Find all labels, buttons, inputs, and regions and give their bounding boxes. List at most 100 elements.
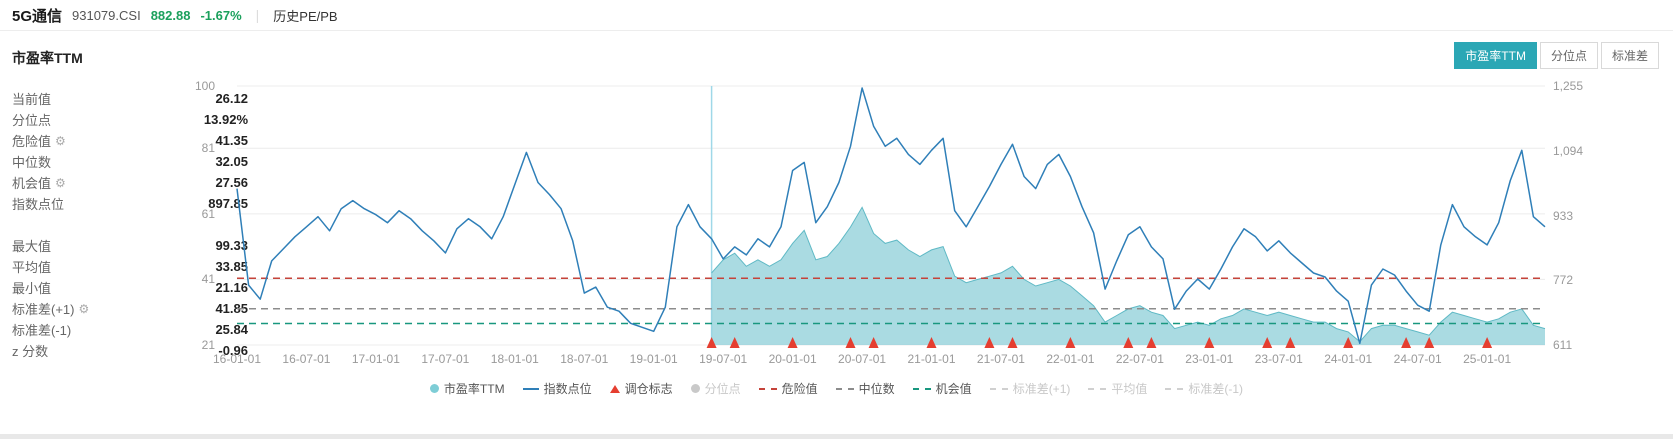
legend-label: 调仓标志 xyxy=(624,382,673,396)
legend-label: 市盈率TTM xyxy=(443,382,505,396)
rebalance-marker-icon xyxy=(845,337,856,348)
stat-row: 最小值 21.16 xyxy=(12,277,248,298)
y-axis-left-tick: 81 xyxy=(201,141,215,156)
x-axis-tick: 18-01-01 xyxy=(490,352,539,366)
stats-panel: 当前值 26.12 分位点 13.92% 危险值 ⚙ 41.35 中位数 32.05 机会值 ⚙ 27… xyxy=(12,88,248,361)
rebalance-marker-icon xyxy=(787,337,798,348)
stat-value: 41.85 xyxy=(215,301,248,316)
y-axis-left-tick: 61 xyxy=(201,206,215,221)
rebalance-marker-icon xyxy=(984,337,995,348)
legend-item[interactable]: 标准差(-1) xyxy=(1165,380,1243,397)
pe-ttm-area xyxy=(711,207,1545,345)
stat-row: 平均值 33.85 xyxy=(12,256,248,277)
triangle-icon xyxy=(609,384,620,393)
stat-row: 分位点 13.92% xyxy=(12,109,248,130)
stat-value: -0.96 xyxy=(218,343,248,358)
legend-item[interactable]: 分位点 xyxy=(690,380,741,397)
chart-legend: 市盈率TTM 指数点位 调仓标志 分位点 危险值 中位数 机会值 标准差(+1) 平均值 标准差(… xyxy=(0,380,1673,397)
rebalance-marker-icon xyxy=(1343,337,1354,348)
y-axis-left-tick: 100 xyxy=(194,79,215,93)
menu-history-pe-pb[interactable]: 历史PE/PB xyxy=(273,8,338,24)
tab-3[interactable]: 标准差 xyxy=(1600,42,1659,69)
x-axis-tick: 20-01-01 xyxy=(768,352,817,366)
pe-chart-svg xyxy=(236,85,1546,348)
stat-value: 99.33 xyxy=(215,238,248,253)
tab-1[interactable]: 市盈率TTM xyxy=(1454,42,1537,69)
stat-value: 25.84 xyxy=(215,322,248,337)
dash-icon xyxy=(1165,387,1184,390)
x-axis-tick: 25-01-01 xyxy=(1463,352,1512,366)
y-axis-right-tick: 1,255 xyxy=(1553,79,1584,93)
rebalance-marker-icon xyxy=(1424,337,1435,348)
x-axis-tick: 16-01-01 xyxy=(212,352,262,366)
stat-label: 指数点位 xyxy=(12,197,65,212)
legend-item[interactable]: 机会值 xyxy=(912,380,972,397)
rebalance-marker-icon xyxy=(1204,337,1215,348)
section-title: 市盈率TTM xyxy=(12,50,83,66)
stat-row: 标准差(-1) 25.84 xyxy=(12,319,248,340)
x-axis-tick: 22-01-01 xyxy=(1046,352,1095,366)
legend-item[interactable]: 标准差(+1) xyxy=(989,380,1071,397)
legend-label: 机会值 xyxy=(935,382,972,396)
y-axis-right-tick: 1,094 xyxy=(1553,143,1584,158)
circle-icon xyxy=(690,384,700,393)
stat-row: 中位数 32.05 xyxy=(12,151,248,172)
stat-row: 标准差(+1) ⚙ 41.85 xyxy=(12,298,248,319)
stat-label: 最小值 xyxy=(12,281,52,296)
tab-2[interactable]: 分位点 xyxy=(1539,42,1598,69)
stat-value: 41.35 xyxy=(215,133,248,148)
legend-label: 平均值 xyxy=(1111,382,1148,396)
y-axis-left-tick: 41 xyxy=(201,272,215,287)
x-axis-tick: 19-01-01 xyxy=(629,352,678,366)
x-axis-tick: 17-07-01 xyxy=(421,352,470,366)
dash-icon xyxy=(1088,387,1107,390)
stat-value: 27.56 xyxy=(215,175,248,190)
stats-group-historical: 最大值 99.33 平均值 33.85 最小值 21.16 标准差(+1) ⚙ 41.85 标准差… xyxy=(12,235,248,361)
x-axis-tick: 21-01-01 xyxy=(907,352,956,366)
x-axis-tick: 17-01-01 xyxy=(351,352,400,366)
legend-item[interactable]: 平均值 xyxy=(1088,380,1147,397)
gear-icon[interactable]: ⚙ xyxy=(78,301,90,316)
legend-item[interactable]: 调仓标志 xyxy=(609,380,673,397)
rebalance-marker-icon xyxy=(1285,337,1296,348)
y-axis-right-tick: 611 xyxy=(1553,338,1573,352)
stat-value: 32.05 xyxy=(215,154,248,169)
legend-label: 标准差(+1) xyxy=(1012,382,1071,396)
circle-icon xyxy=(429,384,439,393)
legend-item[interactable]: 市盈率TTM xyxy=(429,380,505,397)
gear-icon[interactable]: ⚙ xyxy=(55,133,66,148)
stats-group-current: 当前值 26.12 分位点 13.92% 危险值 ⚙ 41.35 中位数 32.05 机会值 ⚙ 27… xyxy=(12,88,248,214)
index-code: 931079.CSI xyxy=(72,7,141,23)
index-change-percent: -1.67% xyxy=(200,7,242,23)
horizontal-scrollbar[interactable] xyxy=(0,434,1673,439)
stat-row: z 分数 -0.96 xyxy=(12,340,248,361)
line-icon xyxy=(522,387,539,390)
stat-row: 机会值 ⚙ 27.56 xyxy=(12,172,248,193)
stat-label: 中位数 xyxy=(12,155,52,170)
dash-icon xyxy=(912,387,931,390)
stat-value: 21.16 xyxy=(215,280,248,295)
legend-item[interactable]: 指数点位 xyxy=(522,380,592,397)
rebalance-marker-icon xyxy=(1123,337,1134,348)
x-axis-tick: 24-07-01 xyxy=(1393,352,1442,366)
rebalance-marker-icon xyxy=(868,337,879,348)
legend-item[interactable]: 危险值 xyxy=(758,380,818,397)
stat-label: 标准差(-1) xyxy=(12,323,72,338)
x-axis-tick: 24-01-01 xyxy=(1324,352,1373,366)
pe-chart-area[interactable]: 100 81 61 41 21 1,255 1,094 933 772 611 16-01-01 16… xyxy=(195,79,1583,366)
chart-tab-group: 市盈率TTM 分位点 标准差 xyxy=(1454,42,1659,69)
x-axis-tick: 20-07-01 xyxy=(838,352,887,366)
stat-value: 26.12 xyxy=(215,91,248,106)
y-axis-left-tick: 21 xyxy=(201,338,215,352)
stat-label: z 分数 xyxy=(12,344,49,359)
legend-label: 指数点位 xyxy=(543,382,592,396)
y-axis-right-tick: 933 xyxy=(1553,208,1574,223)
stat-label: 危险值 ⚙ xyxy=(12,133,66,150)
legend-item[interactable]: 中位数 xyxy=(835,380,895,397)
stat-row: 危险值 ⚙ 41.35 xyxy=(12,130,248,151)
gear-icon[interactable]: ⚙ xyxy=(55,175,66,190)
legend-label: 分位点 xyxy=(704,382,741,396)
x-axis-tick: 21-07-01 xyxy=(976,352,1025,366)
x-axis-tick: 19-07-01 xyxy=(699,352,748,366)
rebalance-marker-icon xyxy=(1482,337,1493,348)
